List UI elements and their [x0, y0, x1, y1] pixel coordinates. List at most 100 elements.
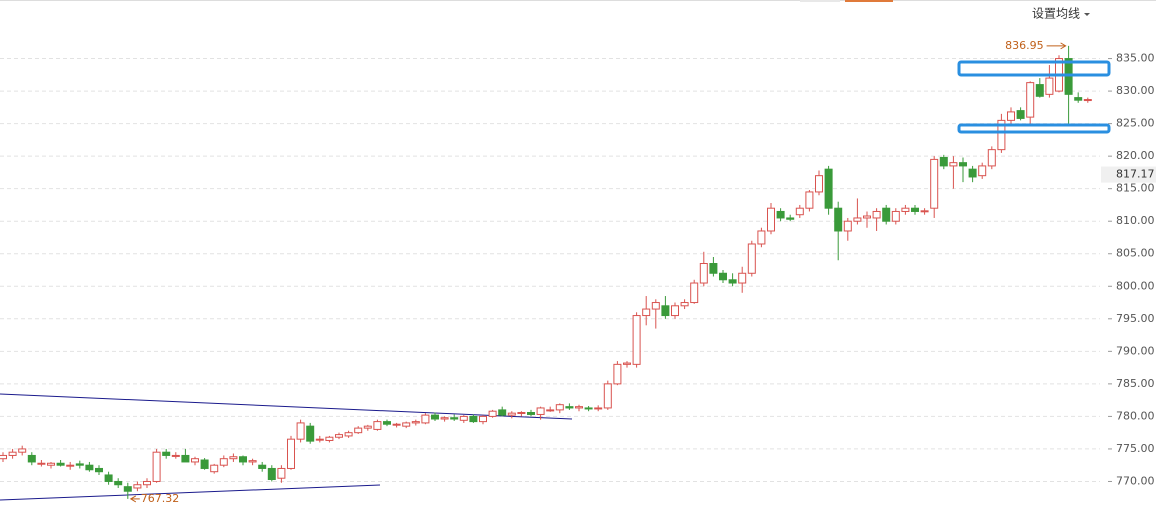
candle-body	[834, 207, 843, 232]
highlight-box	[957, 123, 1111, 134]
candle-body	[104, 474, 113, 482]
candle-body	[968, 168, 977, 178]
candle-body	[287, 438, 295, 469]
candle-body	[229, 456, 238, 460]
candle-body	[623, 362, 631, 365]
y-tick-label: 835.00	[1116, 52, 1155, 65]
candle-body	[325, 436, 334, 441]
y-tick-label: 770.00	[1116, 474, 1155, 487]
candle-body	[555, 404, 564, 411]
candle-body	[47, 462, 55, 466]
candle-body	[402, 422, 411, 427]
candle-body	[594, 407, 603, 410]
candle-body	[306, 425, 315, 442]
candle-body	[815, 175, 823, 193]
candle-body	[651, 302, 660, 310]
candle-body	[872, 210, 881, 219]
candle-body	[853, 217, 862, 222]
dropdown-arrow[interactable]	[1084, 13, 1090, 16]
candle-body	[335, 434, 343, 438]
candle-body	[978, 165, 987, 177]
candle-body	[882, 207, 891, 222]
max-arrowhead	[1060, 42, 1067, 50]
candle-body	[671, 305, 679, 317]
candle-body	[1074, 97, 1083, 101]
candle-body	[162, 451, 171, 456]
y-tick-label: 780.00	[1116, 409, 1155, 422]
candle-body	[354, 427, 363, 434]
candle-body	[507, 412, 516, 416]
candle-body	[479, 415, 487, 423]
trend-line	[0, 393, 573, 420]
y-tick-label: 800.00	[1116, 279, 1155, 292]
candle-body	[575, 406, 583, 409]
candle-body	[1035, 84, 1044, 97]
candle-body	[776, 210, 785, 219]
candle-body	[95, 467, 103, 473]
max-label: 836.95	[1005, 39, 1044, 52]
candle-body	[498, 409, 507, 416]
candle-body	[431, 414, 439, 420]
candle-body	[171, 454, 180, 457]
y-tick-label: 790.00	[1116, 344, 1155, 357]
candle-body	[8, 451, 17, 456]
candle-body	[152, 451, 161, 482]
tab	[800, 0, 840, 2]
candle-body	[440, 417, 449, 420]
candle-body	[143, 480, 151, 486]
candle-body	[219, 458, 228, 466]
candle-body	[1026, 82, 1035, 118]
candle-body	[632, 315, 641, 365]
y-tick-label: 775.00	[1116, 442, 1155, 455]
candle-body	[930, 158, 939, 209]
candle-body	[642, 308, 651, 317]
y-tick-label: 785.00	[1116, 377, 1155, 390]
candle-body	[690, 282, 699, 304]
candle-body	[757, 230, 766, 245]
candle-body	[565, 406, 574, 409]
candle-body	[795, 207, 804, 216]
candle-body	[709, 263, 718, 274]
candle-body	[584, 407, 593, 410]
candle-body	[0, 454, 7, 460]
candle-body	[843, 220, 852, 232]
candle-body	[277, 467, 286, 479]
candle-body	[258, 464, 267, 469]
candle-body	[527, 412, 535, 415]
candle-body	[37, 462, 46, 465]
candle-body	[987, 149, 996, 167]
candle-body	[805, 191, 814, 209]
candle-body	[824, 168, 833, 209]
candle-body	[200, 459, 209, 469]
candle-body	[210, 464, 219, 473]
candle-body	[1016, 110, 1025, 119]
candle-body	[363, 425, 372, 429]
candle-body	[863, 215, 871, 219]
ma-settings[interactable]: 设置均线	[1032, 7, 1080, 21]
candle-body	[133, 484, 142, 489]
candle-body	[450, 417, 459, 420]
candle-body	[959, 162, 967, 167]
candle-body	[296, 422, 305, 440]
candle-body	[181, 454, 190, 463]
last-price-box	[1101, 166, 1156, 183]
candle-body	[488, 410, 497, 417]
y-tick-label: 820.00	[1116, 149, 1155, 162]
y-tick-label: 830.00	[1116, 84, 1155, 97]
candle-body	[939, 156, 948, 167]
y-tick-label: 810.00	[1116, 214, 1155, 227]
tab-active	[845, 0, 893, 2]
candle-body	[123, 486, 132, 492]
candle-body	[383, 421, 391, 425]
candle-body	[719, 272, 727, 281]
candle-body	[114, 480, 123, 486]
candle-body	[891, 210, 900, 222]
y-tick-label: 815.00	[1116, 182, 1155, 195]
y-tick-label: 805.00	[1116, 247, 1155, 260]
candle-body	[997, 119, 1006, 151]
candle-body	[191, 458, 199, 463]
candle-body	[56, 462, 65, 466]
candle-body	[18, 448, 27, 453]
candle-body	[1045, 77, 1054, 95]
